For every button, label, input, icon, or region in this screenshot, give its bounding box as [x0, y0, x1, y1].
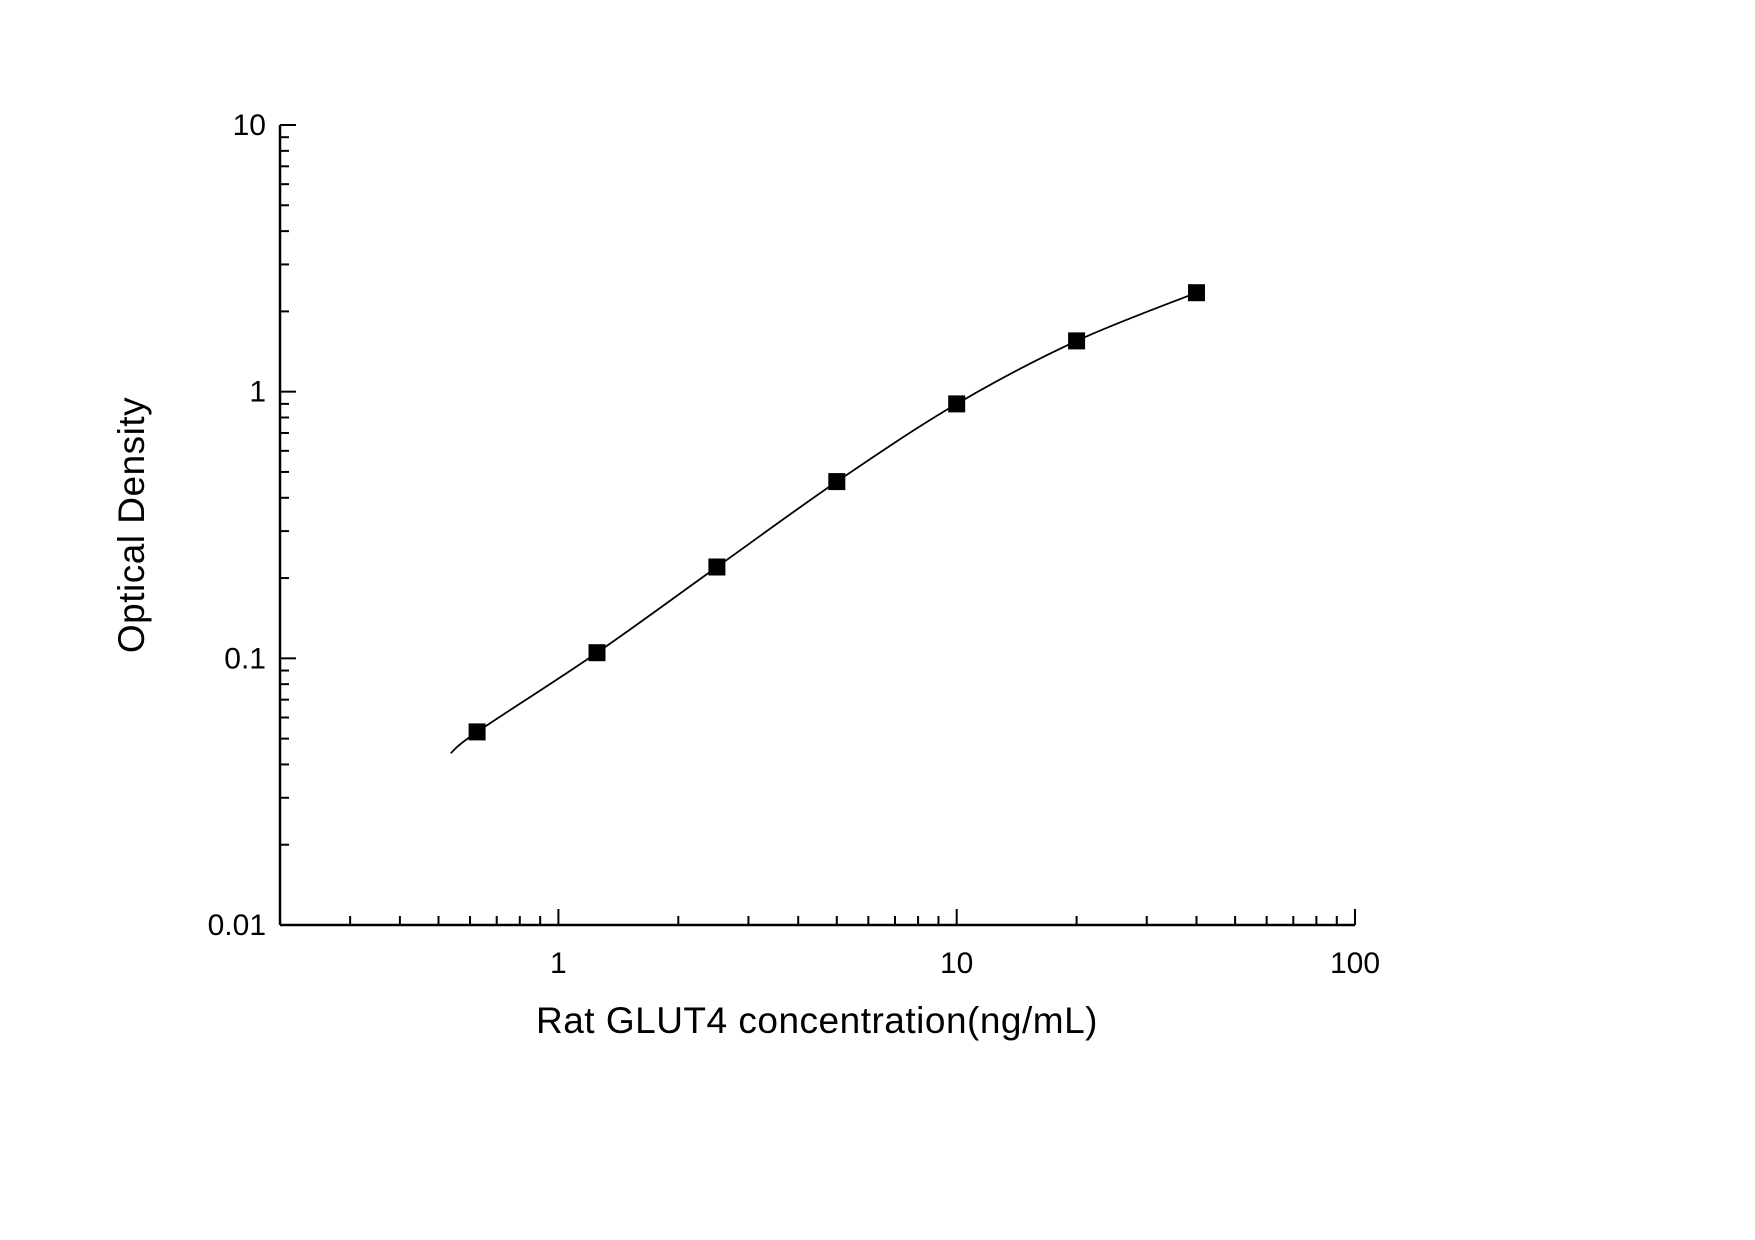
axes: [278, 125, 1355, 927]
data-point-marker: [948, 395, 966, 413]
data-point-marker: [828, 473, 846, 491]
y-tick-label: 1: [249, 376, 266, 409]
data-point-marker: [708, 558, 726, 576]
x-tick-label: 1: [550, 947, 567, 980]
y-tick-label: 0.01: [208, 909, 266, 942]
x-axis-title: Rat GLUT4 concentration(ng/mL): [535, 1000, 1099, 1041]
x-tick-label: 10: [940, 947, 973, 980]
tick-marks: [280, 124, 1356, 926]
fitted-curve: [450, 291, 1197, 754]
data-point-marker: [1188, 284, 1205, 302]
y-tick-label: 0.1: [224, 642, 266, 675]
data-point-marker: [1068, 332, 1086, 350]
data-points: [468, 284, 1205, 741]
x-tick-label: 100: [1330, 947, 1380, 980]
tick-labels: 1 10 100 0.01 0.1 1 10: [208, 109, 1380, 980]
data-point-marker: [588, 644, 606, 662]
data-point-marker: [468, 723, 486, 741]
y-axis-title: Optical Density: [111, 396, 152, 654]
y-tick-label: 10: [233, 109, 266, 142]
